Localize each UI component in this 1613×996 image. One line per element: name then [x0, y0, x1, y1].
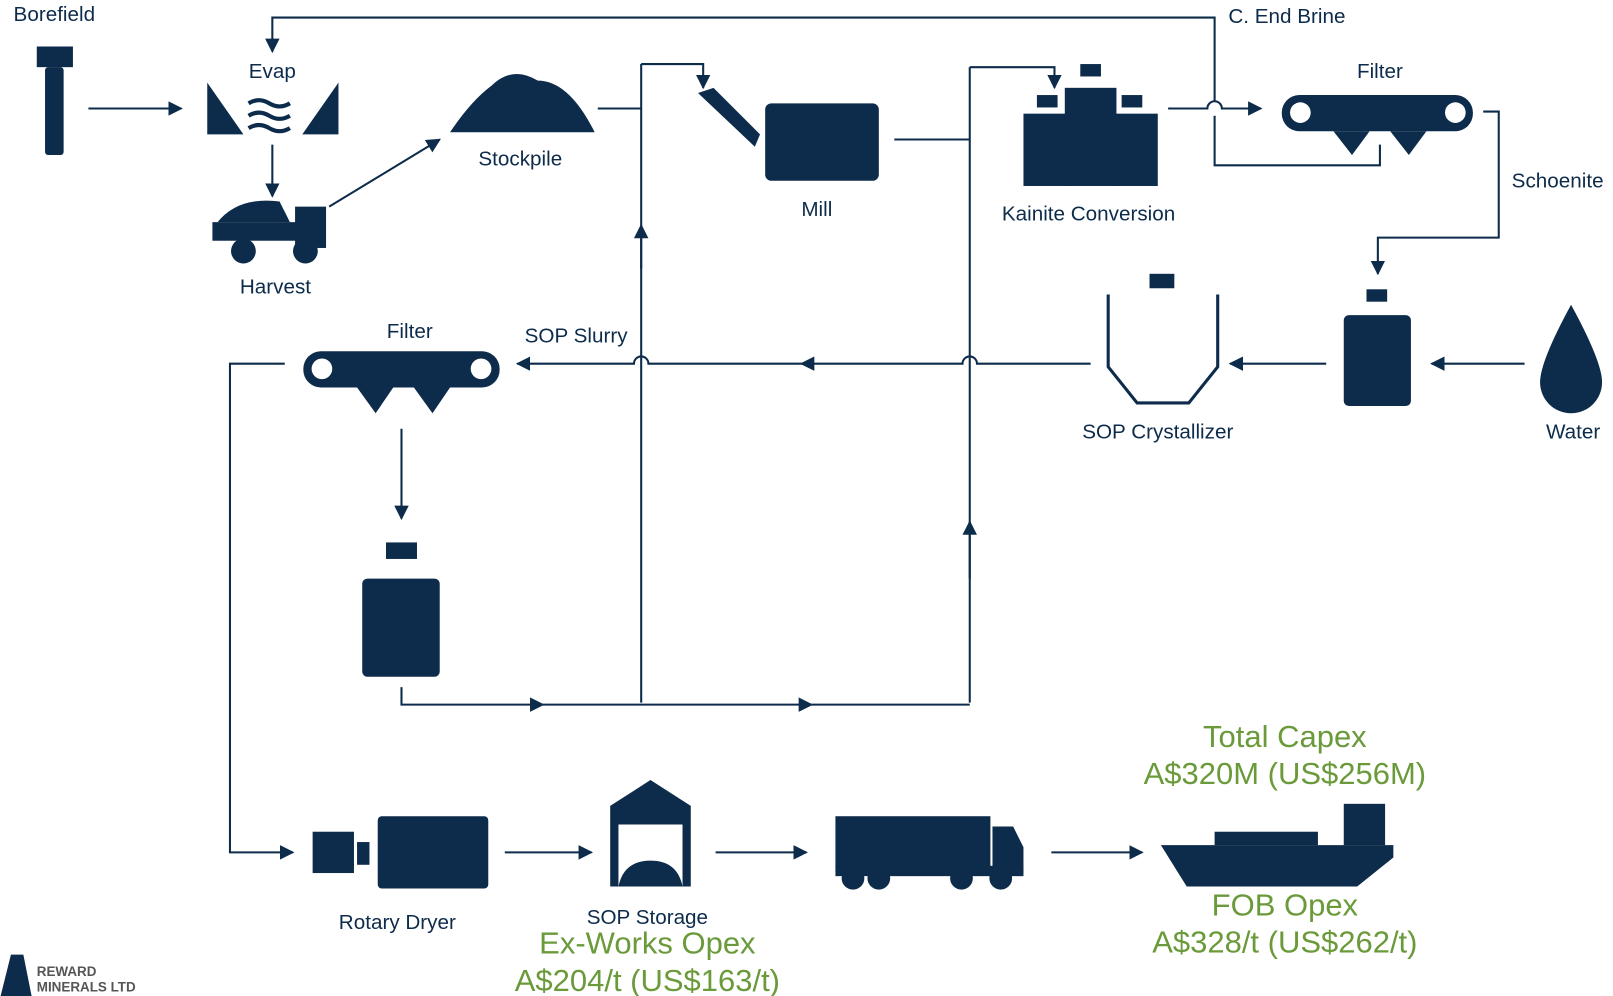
icons: [1, 46, 1602, 996]
label: Kainite Conversion: [1002, 202, 1175, 225]
process-flow: Borefield Evap Stockpile Harvest Mill Ka…: [0, 0, 1613, 996]
label: Evap: [249, 60, 296, 83]
label: Stockpile: [478, 148, 562, 171]
cost-title: Total Capex: [1203, 719, 1367, 754]
label: Filter: [1357, 60, 1403, 83]
label: SOP Crystallizer: [1082, 420, 1233, 443]
label: Rotary Dryer: [339, 911, 456, 934]
label: Harvest: [240, 276, 311, 299]
label: Mill: [801, 198, 832, 221]
label: Borefield: [14, 3, 96, 26]
cost-value: A$204/t (US$163/t): [515, 963, 780, 996]
cost-value: A$320M (US$256M): [1144, 756, 1426, 791]
logo-text: MINERALS LTD: [37, 979, 136, 994]
label: Water: [1546, 420, 1600, 443]
label: Filter: [387, 320, 433, 343]
flow-label: Schoenite: [1512, 169, 1604, 192]
flow-label: SOP Slurry: [525, 324, 629, 347]
cost-value: A$328/t (US$262/t): [1152, 925, 1417, 960]
flow-label: C. End Brine: [1228, 5, 1345, 28]
cost-title: FOB Opex: [1212, 887, 1359, 922]
logo-text: REWARD: [37, 964, 97, 979]
cost-title: Ex-Works Opex: [539, 926, 756, 961]
